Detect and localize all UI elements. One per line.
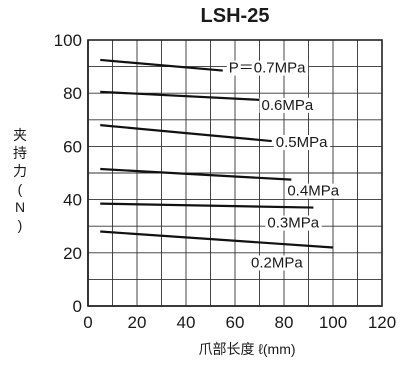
series-label-background <box>265 215 322 231</box>
y-axis-label-char: ) <box>18 217 23 233</box>
x-tick-label: 100 <box>319 313 347 332</box>
x-tick-label: 120 <box>368 313 396 332</box>
chart-title: LSH-25 <box>201 5 270 27</box>
series-label: 0.6MPa <box>262 97 314 114</box>
x-tick-label: 60 <box>226 313 245 332</box>
y-axis-label: 夹持力 ( N) <box>13 127 27 233</box>
y-axis-label-char: ( <box>18 181 23 197</box>
series-label: 0.3MPa <box>267 215 319 232</box>
series-line <box>100 58 223 72</box>
series-label-background <box>273 135 331 151</box>
series-line <box>100 90 260 101</box>
y-tick-label: 20 <box>63 244 82 263</box>
grid <box>87 39 383 307</box>
series-line <box>100 202 314 209</box>
y-tick-label: 100 <box>54 31 82 50</box>
series-label-background <box>226 60 309 76</box>
y-axis-label-char: 力 <box>13 163 27 179</box>
series-label: 0.5MPa <box>276 134 328 151</box>
series-label: P＝0.7MPa <box>229 60 306 77</box>
y-tick-label: 80 <box>63 84 82 103</box>
y-axis-label-char: 持 <box>13 145 27 161</box>
series-line <box>100 124 272 143</box>
series-label-background <box>259 97 316 113</box>
series <box>100 58 334 249</box>
series-label-background <box>249 255 306 271</box>
y-tick-label: 0 <box>73 297 82 316</box>
y-axis-label-char: 夹 <box>13 127 27 143</box>
series-label: 0.4MPa <box>287 183 339 200</box>
x-tick-label: 0 <box>83 313 92 332</box>
y-tick-label: 40 <box>63 191 82 210</box>
series-line <box>100 167 292 181</box>
tick-labels: 0 20 40 60 80 100 120 0 20 40 60 80 100 <box>54 31 397 332</box>
y-axis-label-char: N <box>15 199 25 215</box>
x-axis-label: 爪部长度 ℓ(mm) <box>198 341 295 357</box>
series-labels: P＝0.7MPa 0.6MPa 0.5MPa 0.4MPa 0.3MPa 0.2MPa <box>226 60 342 271</box>
x-tick-label: 80 <box>275 313 294 332</box>
series-label: 0.2MPa <box>251 254 303 271</box>
x-tick-label: 20 <box>128 313 147 332</box>
y-tick-label: 60 <box>63 137 82 156</box>
series-line <box>100 230 334 249</box>
x-tick-label: 40 <box>177 313 196 332</box>
plot-frame <box>87 39 383 307</box>
series-label-background <box>285 183 342 199</box>
